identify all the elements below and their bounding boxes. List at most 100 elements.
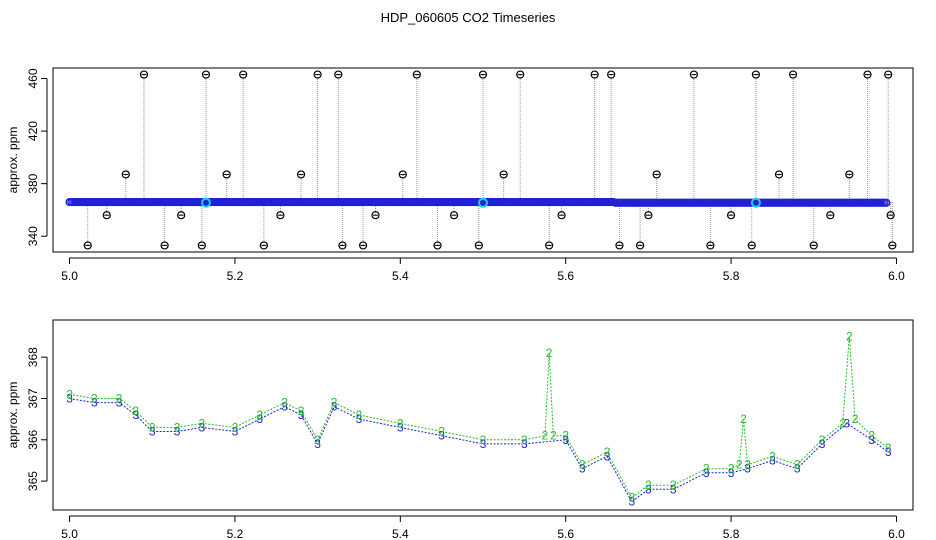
outlier-point: [774, 170, 784, 179]
outlier-point: [296, 170, 306, 179]
series-3-point: 3: [149, 425, 156, 439]
bottom-x-tick-label: 5.4: [392, 527, 409, 540]
series-3-point: 3: [356, 412, 363, 426]
series-3-point: 3: [604, 449, 611, 463]
series-3-point: 3: [794, 462, 801, 476]
series-3-point: 3: [844, 416, 851, 430]
bottom-y-tick-label: 366: [26, 429, 40, 449]
highlight-point: [200, 197, 211, 208]
outlier-point: [160, 241, 169, 250]
outlier-point: [826, 211, 835, 220]
outlier-point: [788, 70, 798, 79]
series-3-point: 3: [703, 466, 710, 480]
outlier-point: [886, 211, 895, 220]
outlier-point: [313, 70, 322, 79]
series-2-point: 2: [629, 491, 636, 505]
series-2-point: 2: [794, 458, 801, 472]
top-y-axis: 340 380 420 460: [26, 68, 48, 246]
series-2-point: 2: [868, 429, 875, 443]
top-y-axis-label: approx. ppm: [6, 127, 20, 194]
series-3-point: 3: [91, 396, 98, 410]
series-2-point: 2: [604, 445, 611, 459]
top-x-tick-label: 5.2: [227, 269, 244, 283]
top-x-tick-label: 5.8: [723, 269, 740, 283]
series-2-point: 2: [480, 433, 487, 447]
series-3-point: 3: [769, 453, 776, 467]
series-3-point: 3: [645, 482, 652, 496]
series-2-point: 2: [438, 425, 445, 439]
outlier-point: [334, 70, 343, 79]
top-y-tick-label: 460: [26, 68, 40, 88]
series-3-point: 3: [199, 420, 206, 434]
series-2-point: 2: [356, 408, 363, 422]
outlier-point: [863, 70, 872, 79]
series-2-point: 2: [550, 429, 557, 443]
outlier-point: [607, 70, 616, 79]
series-2-point: 2: [852, 412, 859, 426]
outlier-point: [516, 70, 525, 79]
outlier-point: [884, 70, 893, 79]
top-panel: approx. ppm 5.0 5.2 5.4 5.6 5.8 6.0 340 380 420…: [6, 67, 914, 283]
series-2-point: 2: [397, 416, 404, 430]
series-2-point: 2: [91, 391, 98, 405]
bottom-x-tick-label: 5.8: [723, 527, 740, 540]
series-3-point: 3: [116, 396, 123, 410]
bottom-plot-box: [52, 319, 914, 511]
series-2-point: 2: [740, 412, 747, 426]
bottom-x-tick-label: 5.6: [557, 527, 574, 540]
outlier-point: [83, 241, 92, 250]
outlier-point: [276, 211, 285, 220]
outlier-point: [433, 241, 442, 250]
series-3-point: 3: [670, 482, 677, 496]
series-3-point: 3: [885, 445, 892, 459]
highlight-point: [478, 197, 488, 208]
top-y-tick-label: 340: [26, 226, 40, 246]
figure-title: HDP_060605 CO2 Timeseries: [381, 10, 556, 25]
outlier-point: [557, 211, 566, 220]
series-3-point: 3: [232, 425, 239, 439]
outlier-point: [499, 170, 508, 179]
baseline-point: [882, 198, 891, 207]
series-3-point: 3: [562, 433, 569, 447]
top-y-tick-label: 380: [26, 173, 40, 193]
series-2-point: 2: [232, 420, 239, 434]
series-2-point: 2: [703, 462, 710, 476]
series-3-point: 3: [728, 466, 735, 480]
top-data-marks: [65, 70, 897, 250]
series-2-point: 2: [670, 478, 677, 492]
series-2-point: 2: [819, 433, 826, 447]
series-3-point: 3: [331, 400, 338, 414]
series-3-point: 3: [132, 408, 139, 422]
top-y-tick-label: 420: [26, 121, 40, 141]
series-3-point: 3: [281, 400, 288, 414]
outlier-point: [139, 70, 149, 79]
outlier-point: [845, 170, 854, 179]
outlier-point: [102, 211, 111, 220]
series-2-point: 2: [542, 429, 549, 443]
series-2-point: 2: [744, 458, 751, 472]
outlier-point: [590, 70, 599, 79]
series-3-point: 3: [521, 437, 528, 451]
series-2-point: 2: [839, 416, 846, 430]
top-x-axis: 5.0 5.2 5.4 5.6 5.8 6.0: [61, 257, 905, 283]
series-2-point: 2: [579, 458, 586, 472]
outlier-point: [751, 70, 760, 79]
series-2-line: [69, 336, 889, 499]
series-2-point: 2: [769, 449, 776, 463]
series-2-point: 2: [331, 396, 338, 410]
outlier-point: [888, 241, 897, 250]
series-3-point: 3: [480, 437, 487, 451]
series-3-point: 3: [579, 462, 586, 476]
outlier-point: [177, 211, 186, 220]
outlier-point: [726, 211, 736, 220]
series-2-point: 2: [736, 458, 743, 472]
bottom-y-axis: 365 366 367 368: [26, 347, 48, 491]
series-2-point: 2: [728, 462, 735, 476]
outlier-point: [121, 170, 130, 179]
outlier-point: [412, 70, 421, 79]
series-2-point: 2: [132, 404, 139, 418]
outlier-point: [449, 211, 459, 220]
outlier-point: [201, 70, 211, 79]
